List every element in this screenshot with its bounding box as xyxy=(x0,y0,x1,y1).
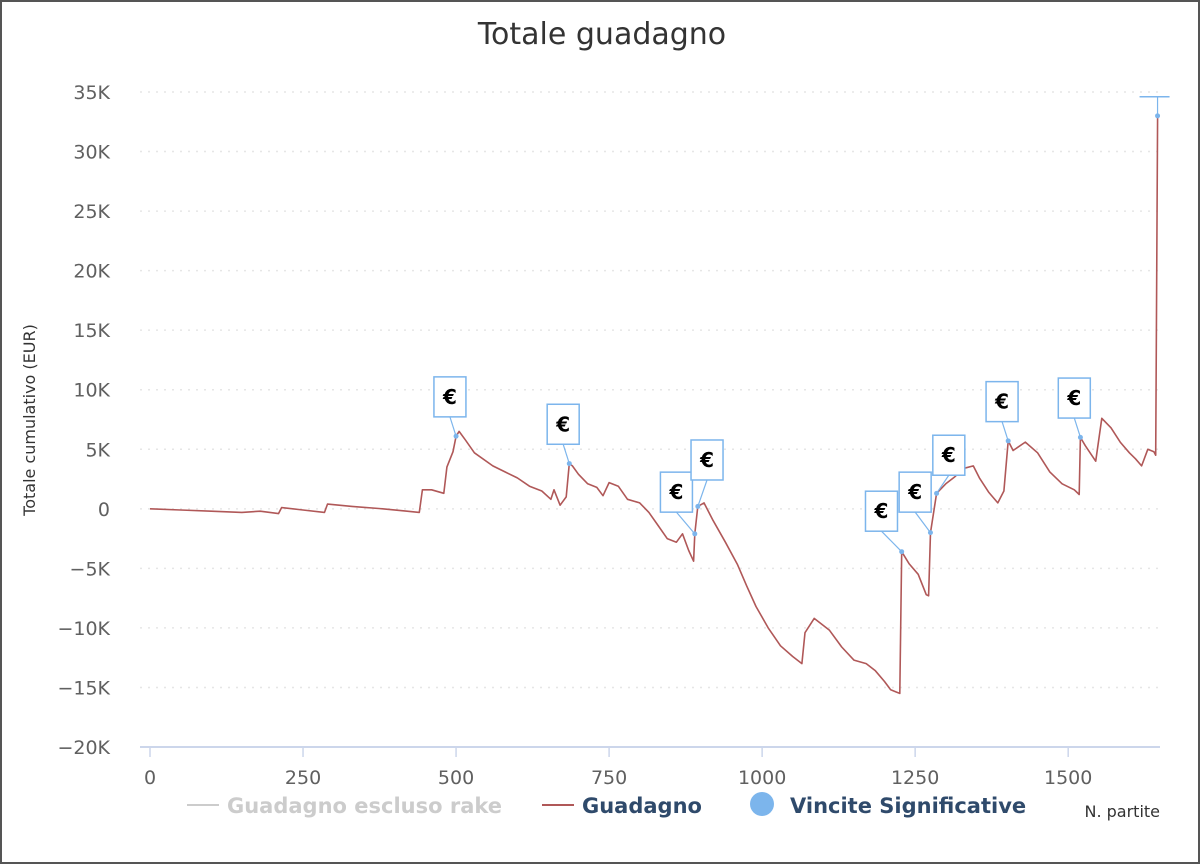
flag-box[interactable] xyxy=(546,403,580,446)
x-tick-label: 250 xyxy=(285,767,321,789)
chart-title: Totale guadagno xyxy=(477,17,726,52)
euro-icon: € xyxy=(668,480,683,504)
y-tick-label: −20K xyxy=(57,737,110,759)
win-flag[interactable]: € xyxy=(690,439,724,509)
x-axis-label: N. partite xyxy=(1084,802,1160,821)
y-tick-label: 35K xyxy=(73,82,110,104)
win-flag[interactable] xyxy=(1139,96,1170,119)
x-tick-label: 0 xyxy=(144,767,156,789)
flag-connector xyxy=(1001,421,1009,442)
y-tick-label: 0 xyxy=(98,499,110,521)
flag-connector xyxy=(675,511,696,535)
win-flag[interactable]: € xyxy=(1057,377,1092,440)
win-flag[interactable]: € xyxy=(864,490,905,555)
flag-connector xyxy=(449,416,457,437)
x-tick-label: 1250 xyxy=(891,767,939,789)
grid xyxy=(140,91,1160,689)
y-tick-label: 10K xyxy=(73,380,110,402)
x-tick-label: 750 xyxy=(591,767,627,789)
flag-box[interactable] xyxy=(864,490,899,532)
legend-label: Guadagno xyxy=(582,794,702,818)
flag-box[interactable] xyxy=(1057,377,1092,419)
y-tick-label: −10K xyxy=(57,618,110,640)
flag-connector xyxy=(1073,417,1081,438)
significant-wins-flags: € € € € € € € € € xyxy=(433,96,1170,555)
y-tick-label: 15K xyxy=(73,320,110,342)
legend-item[interactable]: Guadagno xyxy=(542,794,702,818)
legend-circle-symbol xyxy=(750,792,774,816)
win-flag[interactable]: € xyxy=(546,403,580,467)
y-tick-label: 30K xyxy=(73,142,110,164)
legend-label: Guadagno escluso rake xyxy=(227,794,502,818)
flag-point xyxy=(934,490,940,496)
flag-box[interactable] xyxy=(932,434,966,476)
euro-icon: € xyxy=(941,443,956,467)
legend-item[interactable]: Vincite Significative xyxy=(750,792,1026,818)
flag-box[interactable] xyxy=(659,471,694,513)
euro-icon: € xyxy=(907,480,922,504)
flag-box[interactable] xyxy=(433,376,467,418)
win-flag[interactable]: € xyxy=(659,471,698,537)
euro-icon: € xyxy=(994,390,1009,414)
legend-label: Vincite Significative xyxy=(790,794,1026,818)
flag-box[interactable] xyxy=(690,439,724,481)
flag-connector xyxy=(936,474,950,494)
y-tick-label: 20K xyxy=(73,261,110,283)
legend: Guadagno escluso rake Guadagno Vincite Sig… xyxy=(187,792,1026,818)
flag-connector xyxy=(562,444,570,464)
flag-box[interactable] xyxy=(985,380,1019,423)
euro-icon: € xyxy=(699,448,714,472)
x-tick-label: 1000 xyxy=(738,767,786,789)
euro-icon: € xyxy=(874,499,889,523)
flag-connector xyxy=(697,479,708,507)
flag-point xyxy=(692,531,698,537)
x-tick-label: 1500 xyxy=(1044,767,1092,789)
y-tick-label: 5K xyxy=(85,439,110,461)
flag-point xyxy=(695,503,701,509)
flag-point xyxy=(927,530,933,536)
y-tick-label: −5K xyxy=(70,558,111,580)
y-axis-label: Totale cumulativo (EUR) xyxy=(20,324,39,517)
flag-point xyxy=(899,549,905,555)
x-axis: 0 250 500 750 1000 1250 1500 xyxy=(140,746,1160,789)
win-flag[interactable]: € xyxy=(932,434,966,496)
flag-connector xyxy=(881,530,903,553)
legend-item[interactable]: Guadagno escluso rake xyxy=(187,794,502,818)
flag-point xyxy=(566,461,572,467)
series xyxy=(149,115,1160,695)
win-flag[interactable]: € xyxy=(985,380,1019,444)
win-flag[interactable]: € xyxy=(433,376,467,439)
win-flag[interactable]: € xyxy=(898,471,933,536)
flag-box[interactable] xyxy=(898,471,932,513)
flag-connector xyxy=(914,511,931,533)
y-axis: 35K 30K 25K 20K 15K 10K 5K 0 −5K −10K −15K −20K xyxy=(57,82,110,759)
flag-point xyxy=(1155,113,1161,119)
euro-icon: € xyxy=(1066,386,1081,410)
y-tick-label: −15K xyxy=(57,677,110,699)
y-tick-label: 25K xyxy=(73,201,110,223)
x-tick-label: 500 xyxy=(438,767,474,789)
flag-point xyxy=(1077,434,1083,440)
flag-point xyxy=(453,433,459,439)
euro-icon: € xyxy=(442,385,457,409)
euro-icon: € xyxy=(555,412,570,436)
flag-point xyxy=(1005,438,1011,444)
series-line-guadagno[interactable] xyxy=(149,115,1160,695)
